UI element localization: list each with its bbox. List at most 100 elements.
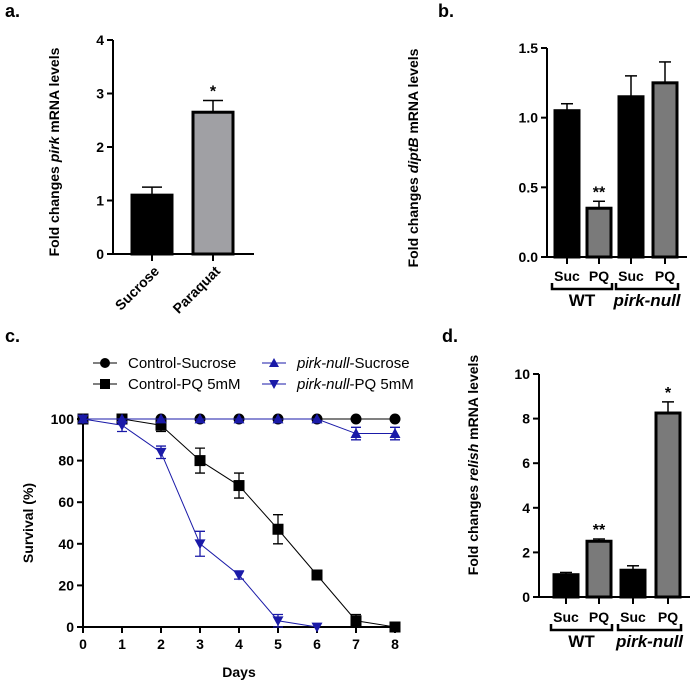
y-label-part: Fold changes [405, 173, 421, 267]
group-label: pirk-null [615, 632, 684, 651]
y-axis-label: Survival (%) [20, 483, 36, 563]
series-line [83, 418, 396, 628]
significance-marker: ** [593, 184, 606, 201]
data-point-triangle-down [194, 539, 206, 550]
data-point-triangle-up [155, 413, 167, 424]
x-tick-label: PQ [589, 609, 609, 625]
bar [552, 573, 580, 599]
bar [651, 81, 679, 259]
legend-item: pirk-null-PQ 5mM [262, 376, 414, 393]
y-tick-label: 4 [522, 500, 530, 516]
significance-marker: * [210, 83, 217, 100]
y-axis-label: Fold changes pirk mRNA levels [46, 47, 62, 256]
group-bracket [616, 624, 683, 632]
y-tick-label: 10 [514, 366, 530, 382]
y-tick-label: 2 [522, 544, 530, 560]
y-tick-label: 60 [58, 494, 74, 510]
y-tick-label: 1.5 [519, 40, 539, 56]
bar [585, 539, 613, 599]
legend-label: Control-Sucrose [128, 355, 236, 372]
data-point-triangle-down [269, 380, 279, 389]
x-tick-label: 3 [196, 636, 204, 652]
data-point-circle [350, 413, 362, 425]
x-tick-label-group: Paraquat [169, 263, 223, 317]
group-bracket [550, 283, 614, 291]
panel-label: b. [438, 1, 454, 21]
significance-marker: * [665, 385, 672, 402]
data-point-square [155, 419, 167, 431]
y-tick-label: 100 [51, 411, 75, 427]
series [77, 414, 323, 633]
x-tick-label: PQ [658, 609, 678, 625]
x-tick-label: Paraquat [169, 263, 223, 317]
x-tick-label: 7 [352, 636, 360, 652]
panel-label: a. [5, 1, 20, 21]
data-point-square [233, 480, 245, 492]
data-point-triangle-down [311, 622, 323, 633]
y-tick-label: 3 [96, 86, 104, 102]
x-tick-label: 1 [118, 636, 126, 652]
y-axis-label: Fold changes relish mRNA levels [465, 355, 481, 576]
group-bracket [614, 283, 680, 291]
panel-label: d. [442, 326, 458, 346]
data-point-triangle-up [272, 413, 284, 424]
y-label-part: mRNA levels [405, 48, 421, 137]
legend-item: Control-PQ 5mM [93, 376, 241, 393]
data-point-triangle-down [272, 616, 284, 627]
data-point-square [350, 615, 362, 627]
y-axis-label-text: Survival (%) [20, 483, 36, 563]
data-point-square [194, 455, 206, 467]
data-point-circle [389, 413, 401, 425]
significance-marker: ** [593, 522, 606, 539]
legend-label-part: -Sucrose [350, 355, 410, 372]
data-point-triangle-up [233, 413, 245, 424]
legend-label-part: pirk-null [296, 376, 350, 393]
x-tick-label: Sucrose [112, 263, 163, 314]
bar [191, 110, 235, 256]
y-axis-label-text: Fold changes relish mRNA levels [465, 355, 481, 576]
bar [553, 109, 581, 259]
legend-label: Control-PQ 5mM [128, 376, 241, 393]
x-tick-label: Suc [553, 609, 579, 625]
data-point-triangle-down [233, 570, 245, 581]
y-label-part: relish [465, 444, 481, 481]
data-point-triangle-up [269, 358, 279, 367]
legend-label: pirk-null-Sucrose [296, 355, 410, 372]
data-point-square [311, 569, 323, 581]
x-tick-label: 6 [313, 636, 321, 652]
bar [654, 411, 682, 599]
x-tick-label: Suc [620, 609, 646, 625]
group-label: pirk-null [612, 291, 681, 310]
bar [619, 568, 647, 599]
y-label-part: mRNA levels [46, 47, 62, 136]
y-axis-label-text: Fold changes diptB mRNA levels [405, 48, 421, 267]
y-tick-label: 0 [522, 589, 530, 605]
y-label-part: mRNA levels [465, 355, 481, 444]
y-label-part: Fold changes [465, 481, 481, 575]
y-label-part: pirk [46, 135, 62, 163]
panel-label: c. [5, 326, 20, 346]
data-point-square [389, 621, 401, 633]
x-tick-label: PQ [589, 268, 609, 284]
x-tick-label: 4 [235, 636, 243, 652]
data-point-square [100, 379, 110, 389]
group-label: WT [569, 291, 596, 310]
series [77, 413, 401, 633]
y-label-part: Fold changes [46, 162, 62, 256]
y-tick-label: 40 [58, 536, 74, 552]
legend-label-part: Control-Sucrose [128, 355, 236, 372]
data-point-triangle-down [155, 447, 167, 458]
y-tick-label: 2 [96, 139, 104, 155]
legend-item: Control-Sucrose [93, 355, 236, 372]
y-tick-label: 1.0 [519, 110, 539, 126]
y-tick-label: 0.5 [519, 179, 539, 195]
y-axis-label-text: Fold changes pirk mRNA levels [46, 47, 62, 256]
y-label-part: diptB [405, 138, 421, 174]
group-label: WT [568, 632, 595, 651]
y-tick-label: 1 [96, 193, 104, 209]
x-tick-label: Suc [618, 268, 644, 284]
x-tick-label: 0 [79, 636, 87, 652]
legend-label-part: -PQ 5mM [350, 376, 414, 393]
data-point-triangle-down [116, 420, 128, 431]
